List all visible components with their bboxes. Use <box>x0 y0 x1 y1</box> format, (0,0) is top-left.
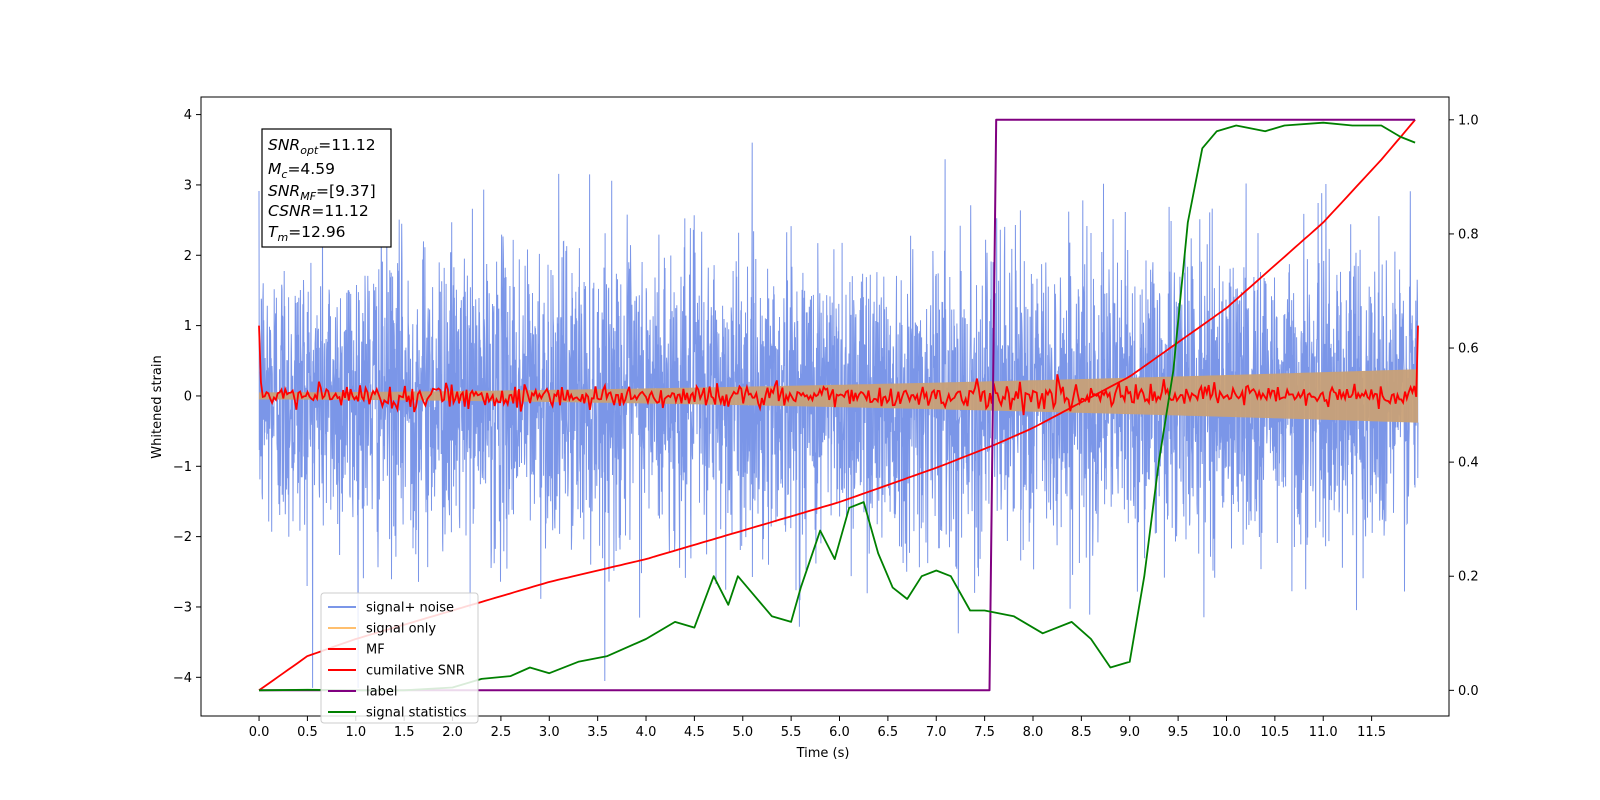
y-tick-label: −4 <box>173 671 192 686</box>
y-tick-label: −1 <box>173 460 192 475</box>
x-tick-label: 5.0 <box>732 725 753 740</box>
legend-label-signal-noise: signal+ noise <box>366 601 454 616</box>
y2-tick-label: 1.0 <box>1458 113 1479 128</box>
x-tick-label: 6.5 <box>878 725 899 740</box>
info-csnr: CSNR=11.12 <box>268 202 369 220</box>
legend-label-label: label <box>366 685 397 700</box>
info-snr-opt: SNRopt=11.12 <box>268 136 376 157</box>
x-tick-label: 0.5 <box>297 725 318 740</box>
y-tick-label: 4 <box>184 108 192 123</box>
y-tick-label: 1 <box>184 319 192 334</box>
legend-label-mf: MF <box>366 643 385 658</box>
y-tick-label: 3 <box>184 178 192 193</box>
legend-label-cum-snr: cumilative SNR <box>366 664 465 679</box>
info-tm: Tm=12.96 <box>268 223 346 244</box>
x-tick-label: 2.5 <box>491 725 512 740</box>
x-tick-label: 8.5 <box>1071 725 1092 740</box>
y-axis-title: Whitened strain <box>150 355 165 458</box>
plot-frame <box>200 96 1450 717</box>
x-tick-label: 7.5 <box>974 725 995 740</box>
x-tick-label: 9.0 <box>1119 725 1140 740</box>
x-tick-label: 5.5 <box>781 725 802 740</box>
series-label <box>259 118 1416 692</box>
x-tick-label: 3.0 <box>539 725 560 740</box>
y2-tick-label: 0.6 <box>1458 342 1479 357</box>
x-tick-label: 7.0 <box>926 725 947 740</box>
x-tick-label: 6.0 <box>829 725 850 740</box>
x-tick-label: 2.0 <box>442 725 463 740</box>
y-tick-label: 2 <box>184 249 192 264</box>
x-tick-label: 4.5 <box>684 725 705 740</box>
x-tick-label: 0.0 <box>249 725 270 740</box>
x-tick-label: 10.0 <box>1212 725 1241 740</box>
x-tick-label: 1.0 <box>345 725 366 740</box>
y-tick-label: −3 <box>173 600 192 615</box>
x-tick-label: 1.5 <box>394 725 415 740</box>
x-tick-label: 9.5 <box>1168 725 1189 740</box>
y2-tick-label: 0.8 <box>1458 227 1479 242</box>
series-mf <box>258 325 1419 416</box>
x-axis-title: Time (s) <box>796 746 850 761</box>
y2-tick-label: 0.2 <box>1458 570 1479 585</box>
legend-label-signal-stats: signal statistics <box>366 706 467 721</box>
info-box: SNRopt=11.12 Mc=4.59 SNRMF=[9.37] CSNR=1… <box>261 128 392 248</box>
legend-label-signal-only: signal only <box>366 622 436 637</box>
x-tick-label: 11.0 <box>1309 725 1338 740</box>
x-tick-label: 3.5 <box>587 725 608 740</box>
x-tick-label: 8.0 <box>1023 725 1044 740</box>
y-tick-label: −2 <box>173 530 192 545</box>
x-tick-label: 11.5 <box>1357 725 1386 740</box>
y-tick-label: 0 <box>184 389 192 404</box>
info-snr-mf: SNRMF=[9.37] <box>268 182 376 203</box>
x-tick-label: 10.5 <box>1260 725 1289 740</box>
y2-tick-label: 0.0 <box>1458 684 1479 699</box>
series-signal-statistics <box>258 121 1416 692</box>
x-tick-label: 4.0 <box>636 725 657 740</box>
info-mc: Mc=4.59 <box>268 160 335 181</box>
legend: signal+ noise signal only MF cumilative SNR… <box>320 592 479 724</box>
y2-tick-label: 0.4 <box>1458 456 1479 471</box>
